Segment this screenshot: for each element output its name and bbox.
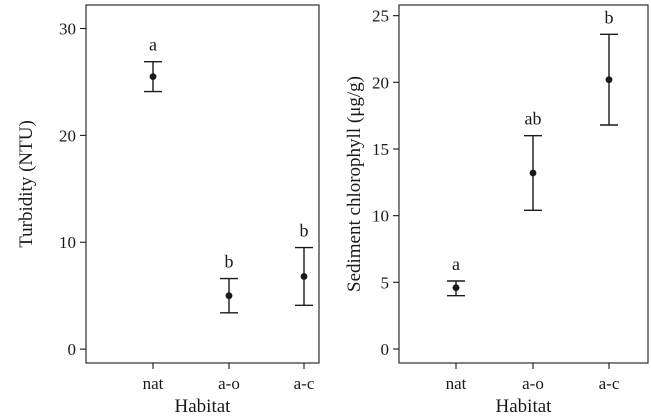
- y-tick-label: 10: [372, 207, 389, 226]
- y-tick-label: 5: [381, 273, 390, 292]
- x-axis-title: Habitat: [496, 396, 553, 417]
- y-tick-label: 20: [372, 73, 389, 92]
- y-tick-label: 0: [68, 340, 77, 359]
- mean-point: [529, 169, 537, 177]
- y-tick-label: 20: [59, 126, 76, 145]
- x-tick-label: a-o: [218, 374, 240, 393]
- x-axis-title: Habitat: [175, 396, 232, 417]
- x-tick-label: a-o: [522, 374, 544, 393]
- x-tick-label: nat: [143, 374, 164, 393]
- plot-frame: [85, 4, 320, 364]
- y-tick-label: 0: [381, 340, 390, 359]
- y-tick-label: 25: [372, 7, 389, 26]
- significance-letter: b: [225, 252, 234, 272]
- mean-point: [452, 284, 460, 292]
- turbidity-panel: 0 10 20 30 nat a-o a-c Habitat Turbidity (NTU) a b…: [16, 4, 320, 417]
- y-axis-title: Turbidity (NTU): [16, 120, 37, 248]
- x-tick-label: nat: [446, 374, 467, 393]
- x-tick-label: a-c: [599, 374, 620, 393]
- y-tick-label: 10: [59, 233, 76, 252]
- plot-frame: [398, 4, 649, 364]
- significance-letter: b: [300, 221, 309, 241]
- significance-letter: a: [452, 254, 460, 274]
- mean-point: [300, 273, 308, 280]
- chlorophyll-panel: 0 5 10 15 20 25 nat a-o a-c Habitat Sediment chlor…: [344, 4, 649, 417]
- mean-point: [605, 76, 613, 84]
- y-tick-label: 30: [59, 20, 76, 39]
- mean-point: [149, 73, 157, 80]
- significance-letter: ab: [525, 109, 542, 129]
- significance-letter: a: [149, 35, 157, 55]
- y-axis-title: Sediment chlorophyll (μg/g): [344, 76, 365, 292]
- y-tick-label: 15: [372, 140, 389, 159]
- x-tick-label: a-c: [294, 374, 315, 393]
- mean-point: [225, 292, 233, 300]
- significance-letter: b: [605, 7, 614, 27]
